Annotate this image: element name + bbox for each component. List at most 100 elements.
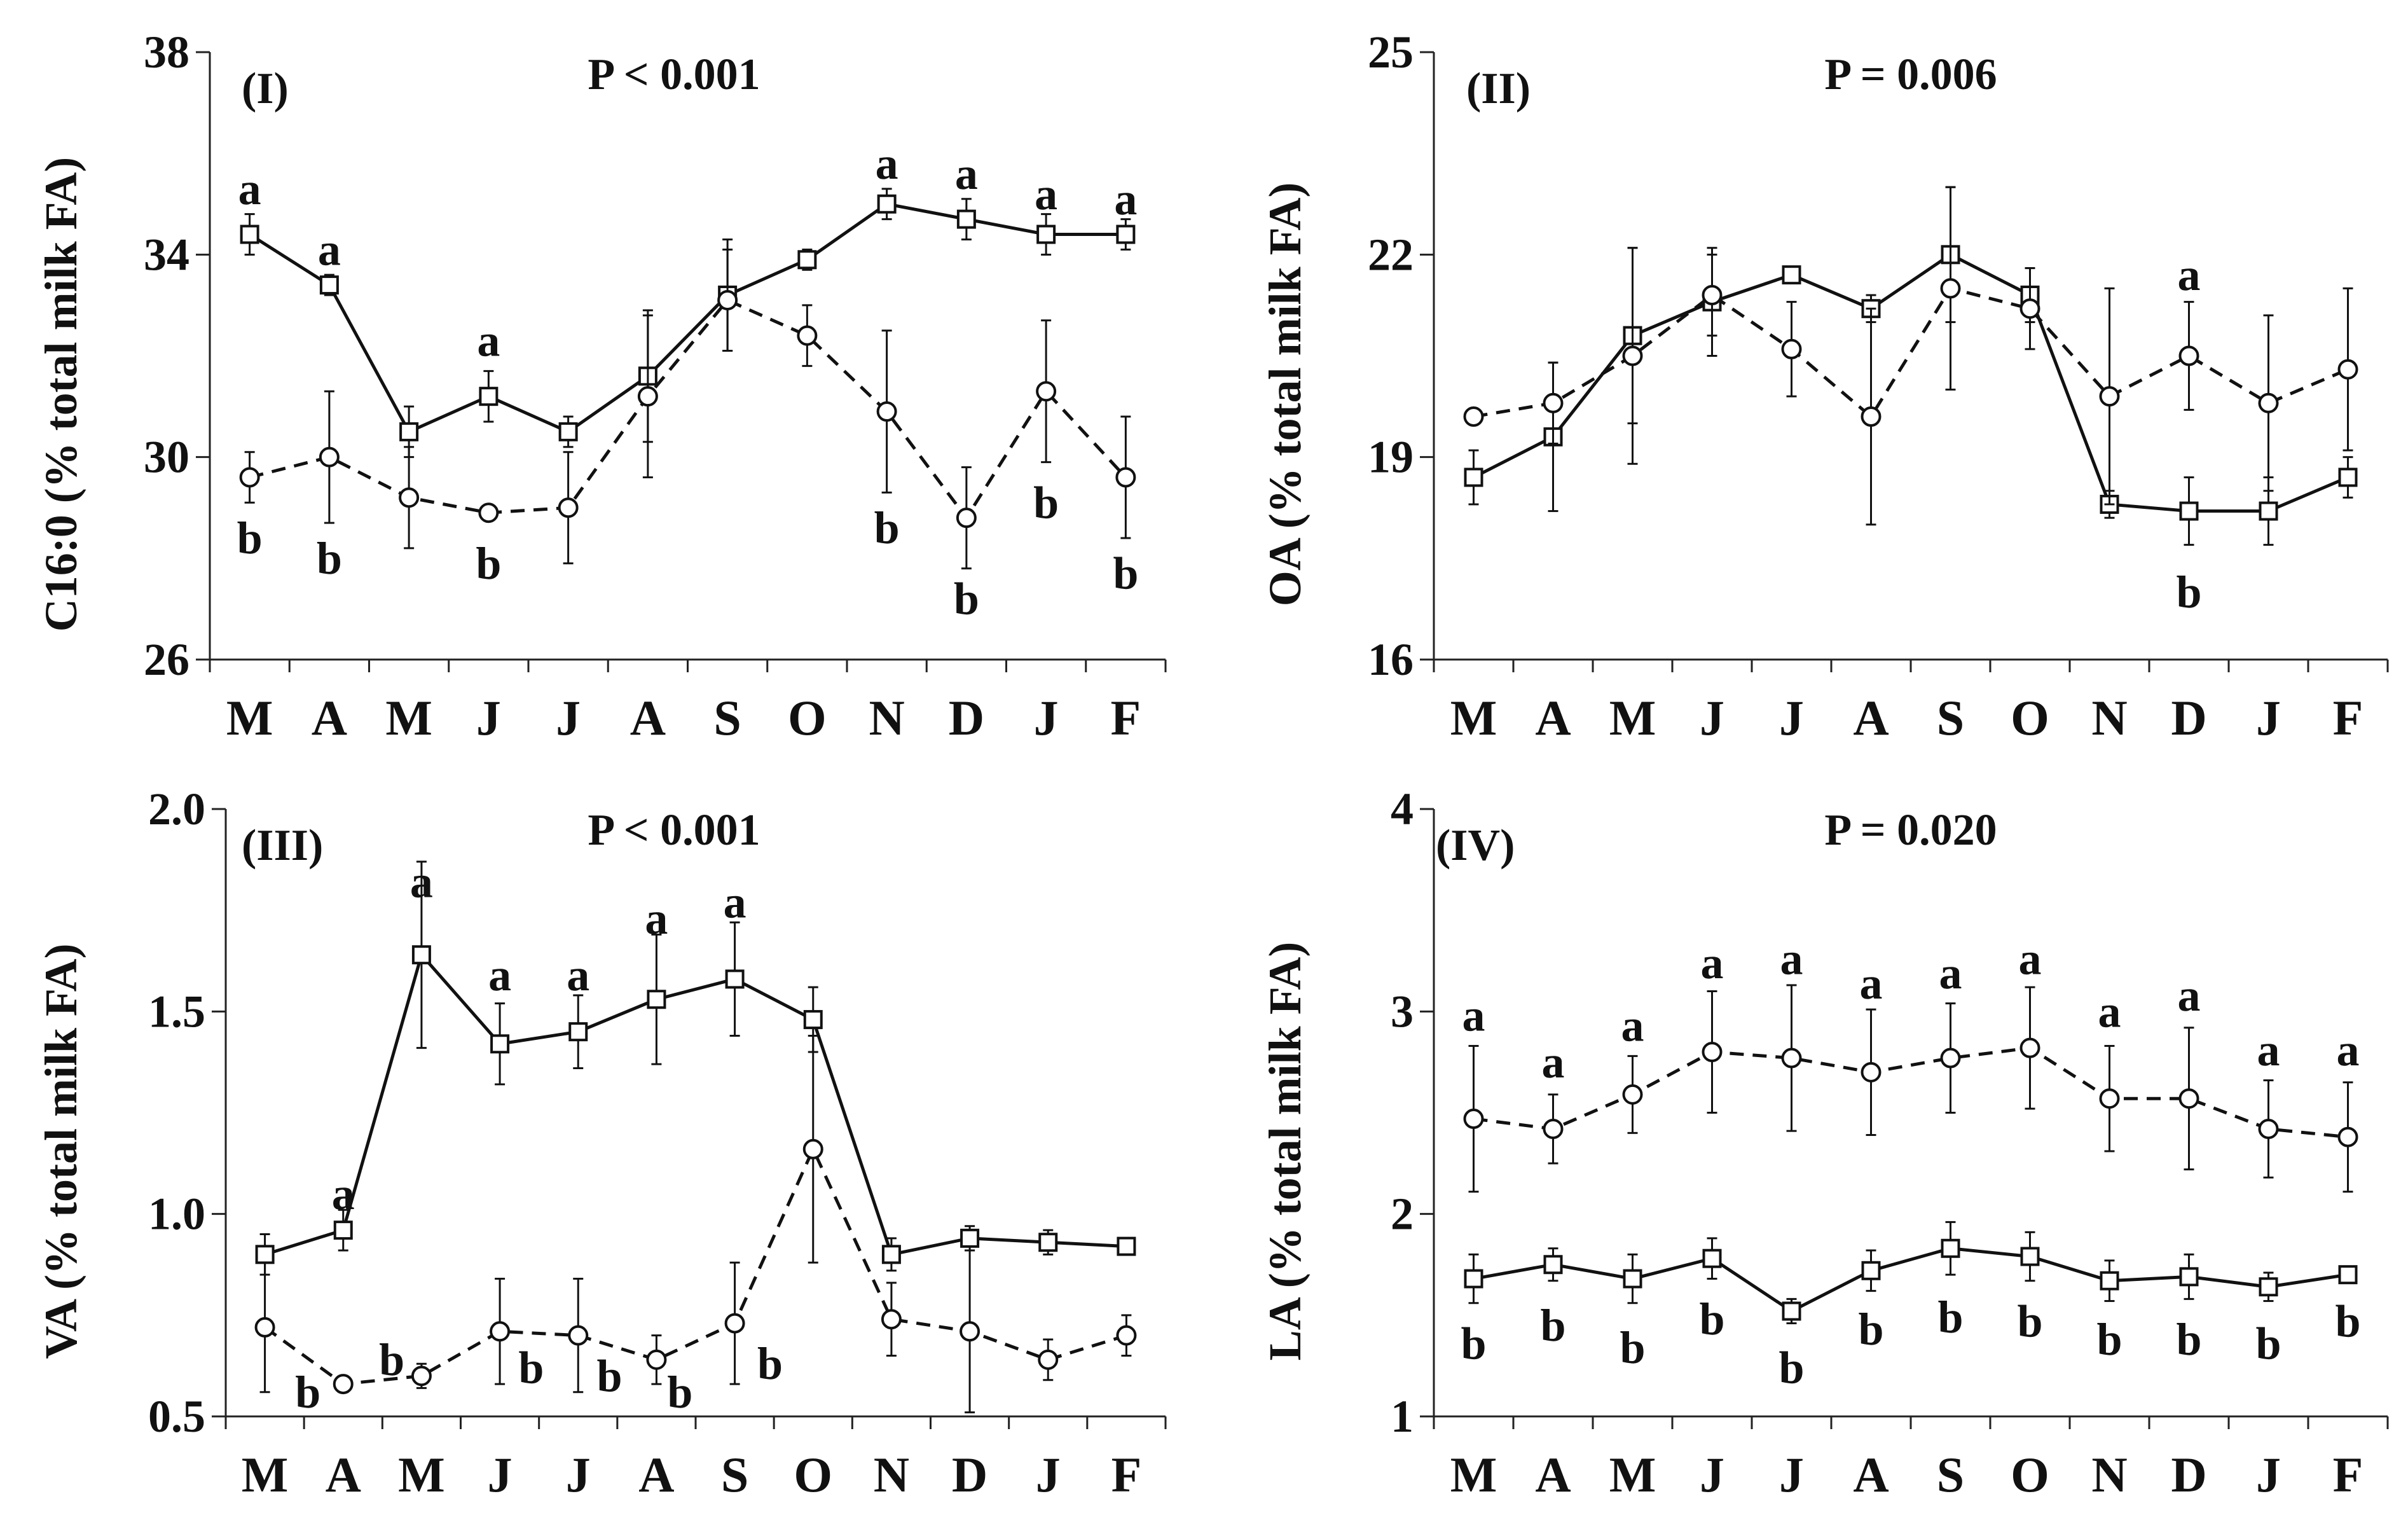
x-tick-label: M — [398, 1447, 445, 1502]
significance-letter: a — [1701, 937, 1724, 988]
square-marker — [1941, 1238, 1960, 1258]
square-marker — [881, 1245, 901, 1264]
significance-letter: a — [332, 1168, 355, 1219]
significance-letter: b — [2176, 567, 2201, 618]
significance-letter: a — [2337, 1025, 2360, 1076]
series-circle — [239, 248, 1136, 570]
significance-letter: a — [2257, 1025, 2280, 1076]
significance-letter: a — [488, 950, 511, 1000]
y-tick-label: 38 — [144, 27, 189, 78]
significance-letter: a — [1860, 958, 1883, 1009]
circle-marker — [802, 1138, 823, 1159]
square-marker — [956, 209, 976, 229]
circle-marker — [2019, 1037, 2040, 1058]
square-marker — [1036, 225, 1056, 244]
circle-marker — [490, 1321, 511, 1342]
circle-marker — [1622, 1084, 1643, 1105]
square-marker — [797, 250, 817, 270]
x-tick-label: J — [1700, 1447, 1724, 1502]
significance-letter: b — [295, 1367, 320, 1418]
square-marker — [2259, 1277, 2278, 1297]
circle-marker — [1940, 1048, 1961, 1069]
significance-letter: a — [1114, 174, 1137, 225]
x-tick-label: N — [874, 1447, 909, 1502]
square-marker — [1464, 1269, 1483, 1289]
significance-letter: b — [2335, 1296, 2360, 1346]
square-marker — [2179, 1267, 2199, 1287]
x-tick-label: F — [1111, 1447, 1142, 1502]
significance-letter: b — [1778, 1343, 1804, 1394]
y-axis-label: LA (% total milk FA) — [1260, 942, 1311, 1361]
circle-marker — [637, 386, 658, 407]
y-axis-label: VA (% total milk FA) — [36, 943, 86, 1359]
y-tick-label: 30 — [144, 432, 189, 483]
panel-i: (I) P < 0.001 C16:0 (% total milk FA) 26… — [36, 27, 1167, 745]
circle-marker — [1116, 1325, 1137, 1346]
circle-marker — [2337, 1126, 2358, 1147]
circle-marker — [1038, 1349, 1059, 1370]
significance-letter: b — [757, 1338, 783, 1389]
significance-letter: b — [2255, 1318, 2281, 1369]
circle-marker — [646, 1349, 667, 1370]
circle-marker — [881, 1309, 902, 1330]
x-tick-label: A — [1853, 690, 1889, 745]
significance-letter: b — [667, 1367, 692, 1418]
square-marker — [647, 990, 666, 1009]
y-tick-label: 3 — [1391, 986, 1414, 1037]
square-marker — [240, 225, 259, 244]
x-tick-label: O — [2011, 690, 2049, 745]
x-tick-label: F — [1111, 690, 1141, 745]
square-marker — [255, 1245, 275, 1264]
x-tick-label: S — [1937, 690, 1964, 745]
circle-marker — [1622, 345, 1643, 366]
panel-iv: (IV) P = 0.020 LA (% total milk FA) 1 2 3 4… — [1260, 784, 2389, 1502]
significance-letter: b — [1540, 1300, 1565, 1351]
significance-letter: b — [1699, 1294, 1724, 1345]
y-tick-label: 22 — [1368, 229, 1414, 280]
significance-letter: b — [317, 533, 342, 584]
square-marker — [333, 1221, 353, 1240]
x-tick-label: D — [949, 690, 984, 745]
panel-label: (IV) — [1436, 821, 1515, 870]
series-line — [1473, 286, 2349, 419]
significance-letter: a — [1780, 934, 1803, 985]
circle-marker — [2258, 392, 2279, 413]
square-marker — [725, 969, 745, 989]
circle-marker — [797, 325, 818, 346]
x-tick-label: S — [1937, 1447, 1964, 1502]
circle-marker — [1463, 1109, 1484, 1130]
significance-letter: b — [379, 1334, 404, 1385]
significance-letter: a — [1621, 1000, 1644, 1051]
circle-marker — [1543, 392, 1564, 413]
circle-marker — [1861, 1062, 1882, 1083]
circle-marker — [876, 401, 897, 422]
x-tick-label: M — [226, 690, 273, 745]
significance-letter: b — [1858, 1304, 1883, 1355]
y-tick-label: 16 — [1368, 634, 1414, 685]
y-tick-label: 1 — [1391, 1391, 1414, 1442]
significance-letter: b — [2017, 1296, 2042, 1346]
y-tick-label: 2 — [1391, 1189, 1414, 1240]
series-circle — [254, 1035, 1137, 1414]
circle-marker — [239, 467, 260, 488]
x-tick-label: O — [2011, 1447, 2049, 1502]
circle-marker — [568, 1325, 589, 1346]
circle-marker — [1036, 381, 1057, 402]
significance-letter: a — [567, 950, 589, 1000]
significance-letter: a — [1542, 1037, 1565, 1088]
significance-letter: b — [518, 1343, 544, 1394]
square-marker — [2179, 501, 2199, 521]
x-tick-label: J — [1779, 1447, 1804, 1502]
circle-marker — [1781, 1048, 1802, 1069]
x-tick-label: S — [713, 690, 741, 745]
y-tick-label: 2.0 — [148, 784, 205, 834]
circle-marker — [254, 1317, 275, 1338]
series-circle — [1463, 186, 2358, 526]
significance-letter: b — [1033, 477, 1059, 528]
circle-marker — [1861, 406, 1882, 427]
p-value: P = 0.006 — [1824, 50, 1997, 99]
panel-ii: (II) P = 0.006 OA (% total milk FA) 16 19… — [1260, 27, 2389, 745]
significance-letter: a — [238, 163, 261, 214]
significance-letter: a — [876, 138, 898, 189]
significance-letter: b — [596, 1350, 622, 1401]
